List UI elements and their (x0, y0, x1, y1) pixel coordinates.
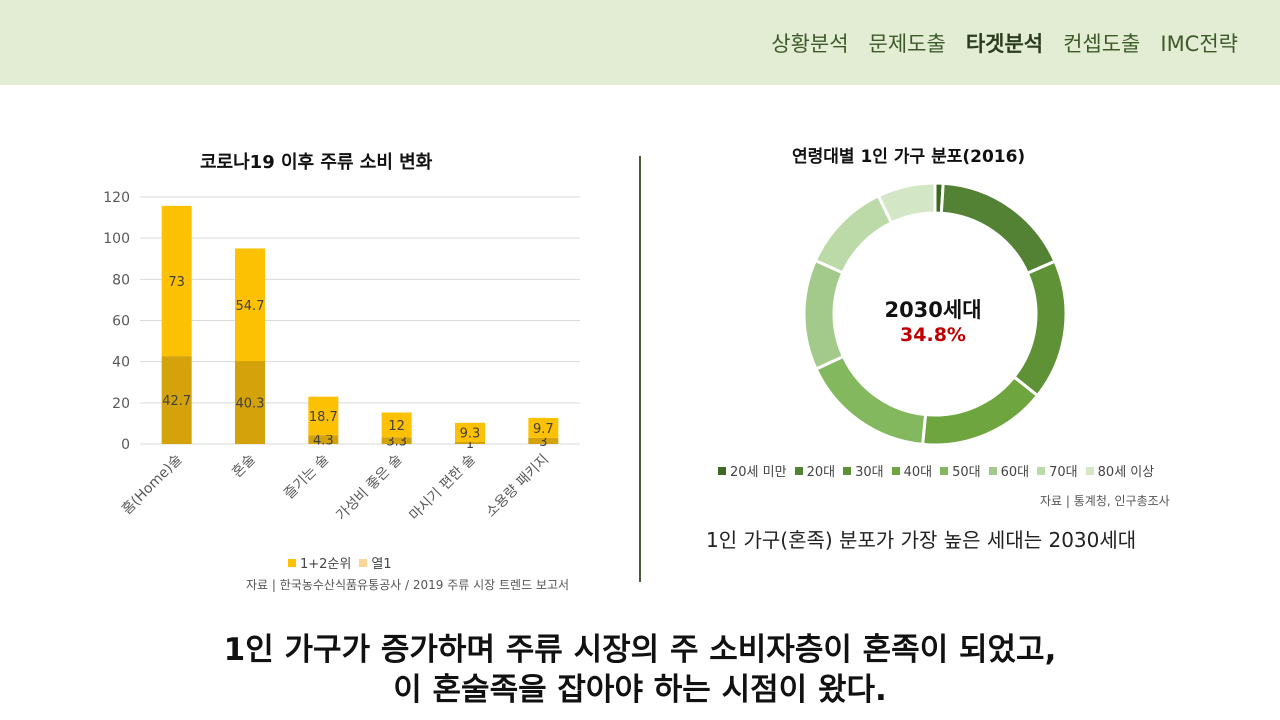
donut-legend-label: 80세 이상 (1097, 465, 1155, 480)
bar-segment (381, 437, 412, 444)
donut-chart-title: 연령대별 1인 가구 분포(2016) (792, 147, 1026, 167)
bar-segment (308, 435, 339, 444)
legend-label-col1: 열1 (371, 557, 392, 572)
y-tick-label: 100 (103, 231, 130, 247)
donut-legend-label: 70대 (1049, 465, 1078, 480)
bar-data-label: 73 (168, 275, 185, 290)
bar-chart-title: 코로나19 이후 주류 소비 변화 (200, 152, 433, 173)
legend-label-rank12: 1+2순위 (300, 557, 352, 572)
nav-item-concept-derivation[interactable]: 컨셉도출 (1063, 32, 1141, 56)
donut-chart-source: 자료 | 통계청, 인구총조사 (1040, 494, 1170, 508)
bar-segment (308, 396, 339, 436)
bar-data-label: 9.3 (460, 426, 481, 441)
headline-line-2: 이 혼술족을 잡아야 하는 시점이 왔다. (393, 672, 887, 708)
bar-chart-legend: 1+2순위 열1 (288, 553, 392, 572)
donut-legend-swatch (940, 466, 949, 475)
headline-line-1: 1인 가구가 증가하며 주류 시장의 주 소비자층이 혼족이 되었고, (223, 632, 1057, 668)
vertical-divider (639, 156, 641, 582)
legend-item-rank12: 1+2순위 (288, 553, 351, 572)
donut-legend-item: 80세 이상 (1085, 461, 1155, 480)
donut-center-value: 34.8% (900, 324, 966, 346)
bar-segment (455, 422, 485, 442)
legend-item-col1: 열1 (359, 553, 392, 572)
y-tick-label: 40 (112, 355, 130, 371)
bar-segment (528, 437, 559, 444)
donut-legend-swatch (843, 466, 852, 475)
bar-data-label: 4.3 (313, 434, 334, 449)
donut-legend-item: 40대 (891, 461, 933, 480)
donut-slice (814, 354, 928, 447)
donut-slice (939, 181, 1057, 276)
nav-item-problem-derivation[interactable]: 문제도출 (868, 32, 946, 56)
legend-swatch-col1 (359, 558, 368, 567)
bar-data-label: 18.7 (309, 410, 338, 425)
donut-legend-item: 20대 (794, 461, 836, 480)
donut-legend-item: 60대 (988, 461, 1030, 480)
nav-item-situation-analysis[interactable]: 상황분석 (771, 32, 849, 56)
donut-slice (876, 181, 937, 225)
donut-legend-label: 50대 (952, 465, 981, 480)
nav-item-target-analysis[interactable]: 타겟분석 (965, 32, 1044, 56)
donut-slice (921, 374, 1040, 447)
bar-data-label: 9.7 (533, 422, 554, 437)
bar-chart: 02040608010012042.773홈(Home)술40.354.7혼술4… (103, 190, 580, 524)
y-tick-label: 0 (121, 437, 130, 453)
donut-chart-legend: 20세 미만 20대 30대 40대 50대 60대 70대 80세 이상 (718, 461, 1154, 480)
y-tick-label: 60 (112, 314, 130, 330)
donut-legend-swatch (1037, 466, 1046, 475)
bar-data-label: 3.3 (386, 435, 407, 450)
donut-caption: 1인 가구(혼족) 분포가 가장 높은 세대는 2030세대 (706, 528, 1137, 552)
bar-segment (528, 417, 559, 438)
donut-slice (813, 193, 894, 275)
y-tick-label: 20 (112, 396, 130, 412)
top-navigation-bar: 상황분석 문제도출 타겟분석 컨셉도출 IMC전략 (0, 0, 1280, 85)
donut-legend-swatch (1085, 466, 1094, 475)
donut-legend-item: 30대 (843, 461, 884, 480)
bar-data-label: 1 (466, 437, 474, 452)
bar-data-label: 42.7 (162, 394, 191, 409)
bar-segment (381, 412, 412, 438)
donut-legend-swatch (891, 466, 900, 475)
donut-legend-item: 70대 (1037, 461, 1078, 480)
bar-data-label: 3 (539, 435, 547, 450)
section-nav: 상황분석 문제도출 타겟분석 컨셉도출 IMC전략 (771, 28, 1238, 58)
bar-data-label: 54.7 (236, 299, 265, 314)
donut-legend-label: 20세 미만 (730, 465, 787, 480)
donut-legend-label: 60대 (1000, 465, 1030, 480)
bar-data-label: 40.3 (236, 397, 265, 412)
donut-legend-label: 40대 (903, 465, 933, 480)
donut-center-label: 2030세대 (884, 298, 982, 322)
nav-item-imc-strategy[interactable]: IMC전략 (1160, 32, 1238, 56)
donut-legend-swatch (718, 466, 726, 475)
bar-segment (455, 441, 485, 444)
bar-segment (235, 248, 265, 362)
donut-legend-item: 50대 (940, 461, 981, 480)
bar-segment (235, 361, 265, 444)
donut-legend-swatch (794, 466, 803, 475)
donut-legend-swatch (988, 466, 997, 475)
donut-legend-item: 20세 미만 (718, 461, 787, 480)
y-tick-label: 120 (103, 190, 130, 206)
bar-chart-source: 자료 | 한국농수산식품유통공사 / 2019 주류 시장 트렌드 보고서 (246, 578, 570, 592)
bar-segment (161, 356, 192, 444)
donut-legend-label: 30대 (855, 465, 884, 480)
legend-swatch-rank12 (288, 558, 296, 567)
bar-data-label: 12 (388, 419, 405, 434)
donut-legend-label: 20대 (806, 465, 836, 480)
y-tick-label: 80 (112, 272, 130, 288)
bar-segment (161, 205, 192, 357)
